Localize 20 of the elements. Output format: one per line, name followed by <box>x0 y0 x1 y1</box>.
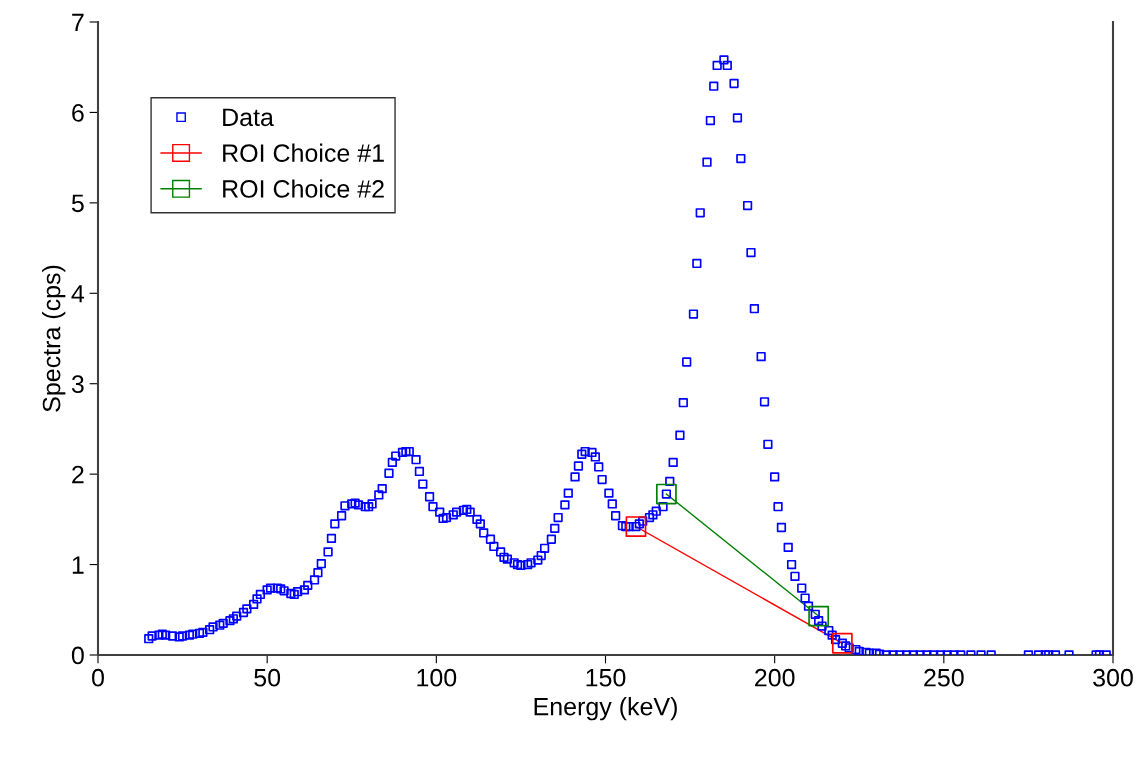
y-tick-label: 1 <box>72 556 84 574</box>
y-tick-label: 3 <box>71 375 84 394</box>
x-tick-label: 100 <box>417 668 457 687</box>
y-tick-label: 5 <box>71 194 84 213</box>
y-tick-label: 4 <box>71 285 85 303</box>
y-tick-label: 7 <box>72 13 84 32</box>
x-tick-label: 300 <box>1093 668 1133 687</box>
x-tick-label: 150 <box>586 668 626 687</box>
x-tick-label: 50 <box>254 668 281 687</box>
x-tick-label: 0 <box>92 668 104 687</box>
y-axis-title: Spectra (cps) <box>42 265 66 412</box>
x-tick-label: 250 <box>924 668 964 687</box>
legend-label: Data <box>223 108 274 127</box>
x-axis-title: Energy (keV) <box>534 697 677 721</box>
y-tick-label: 0 <box>71 646 84 665</box>
y-tick-label: 6 <box>72 104 84 122</box>
legend-label: ROI Choice #2 <box>223 179 384 198</box>
y-tick-label: 2 <box>72 465 84 484</box>
legend-label: ROI Choice #1 <box>223 143 384 162</box>
x-tick-label: 200 <box>755 668 795 687</box>
